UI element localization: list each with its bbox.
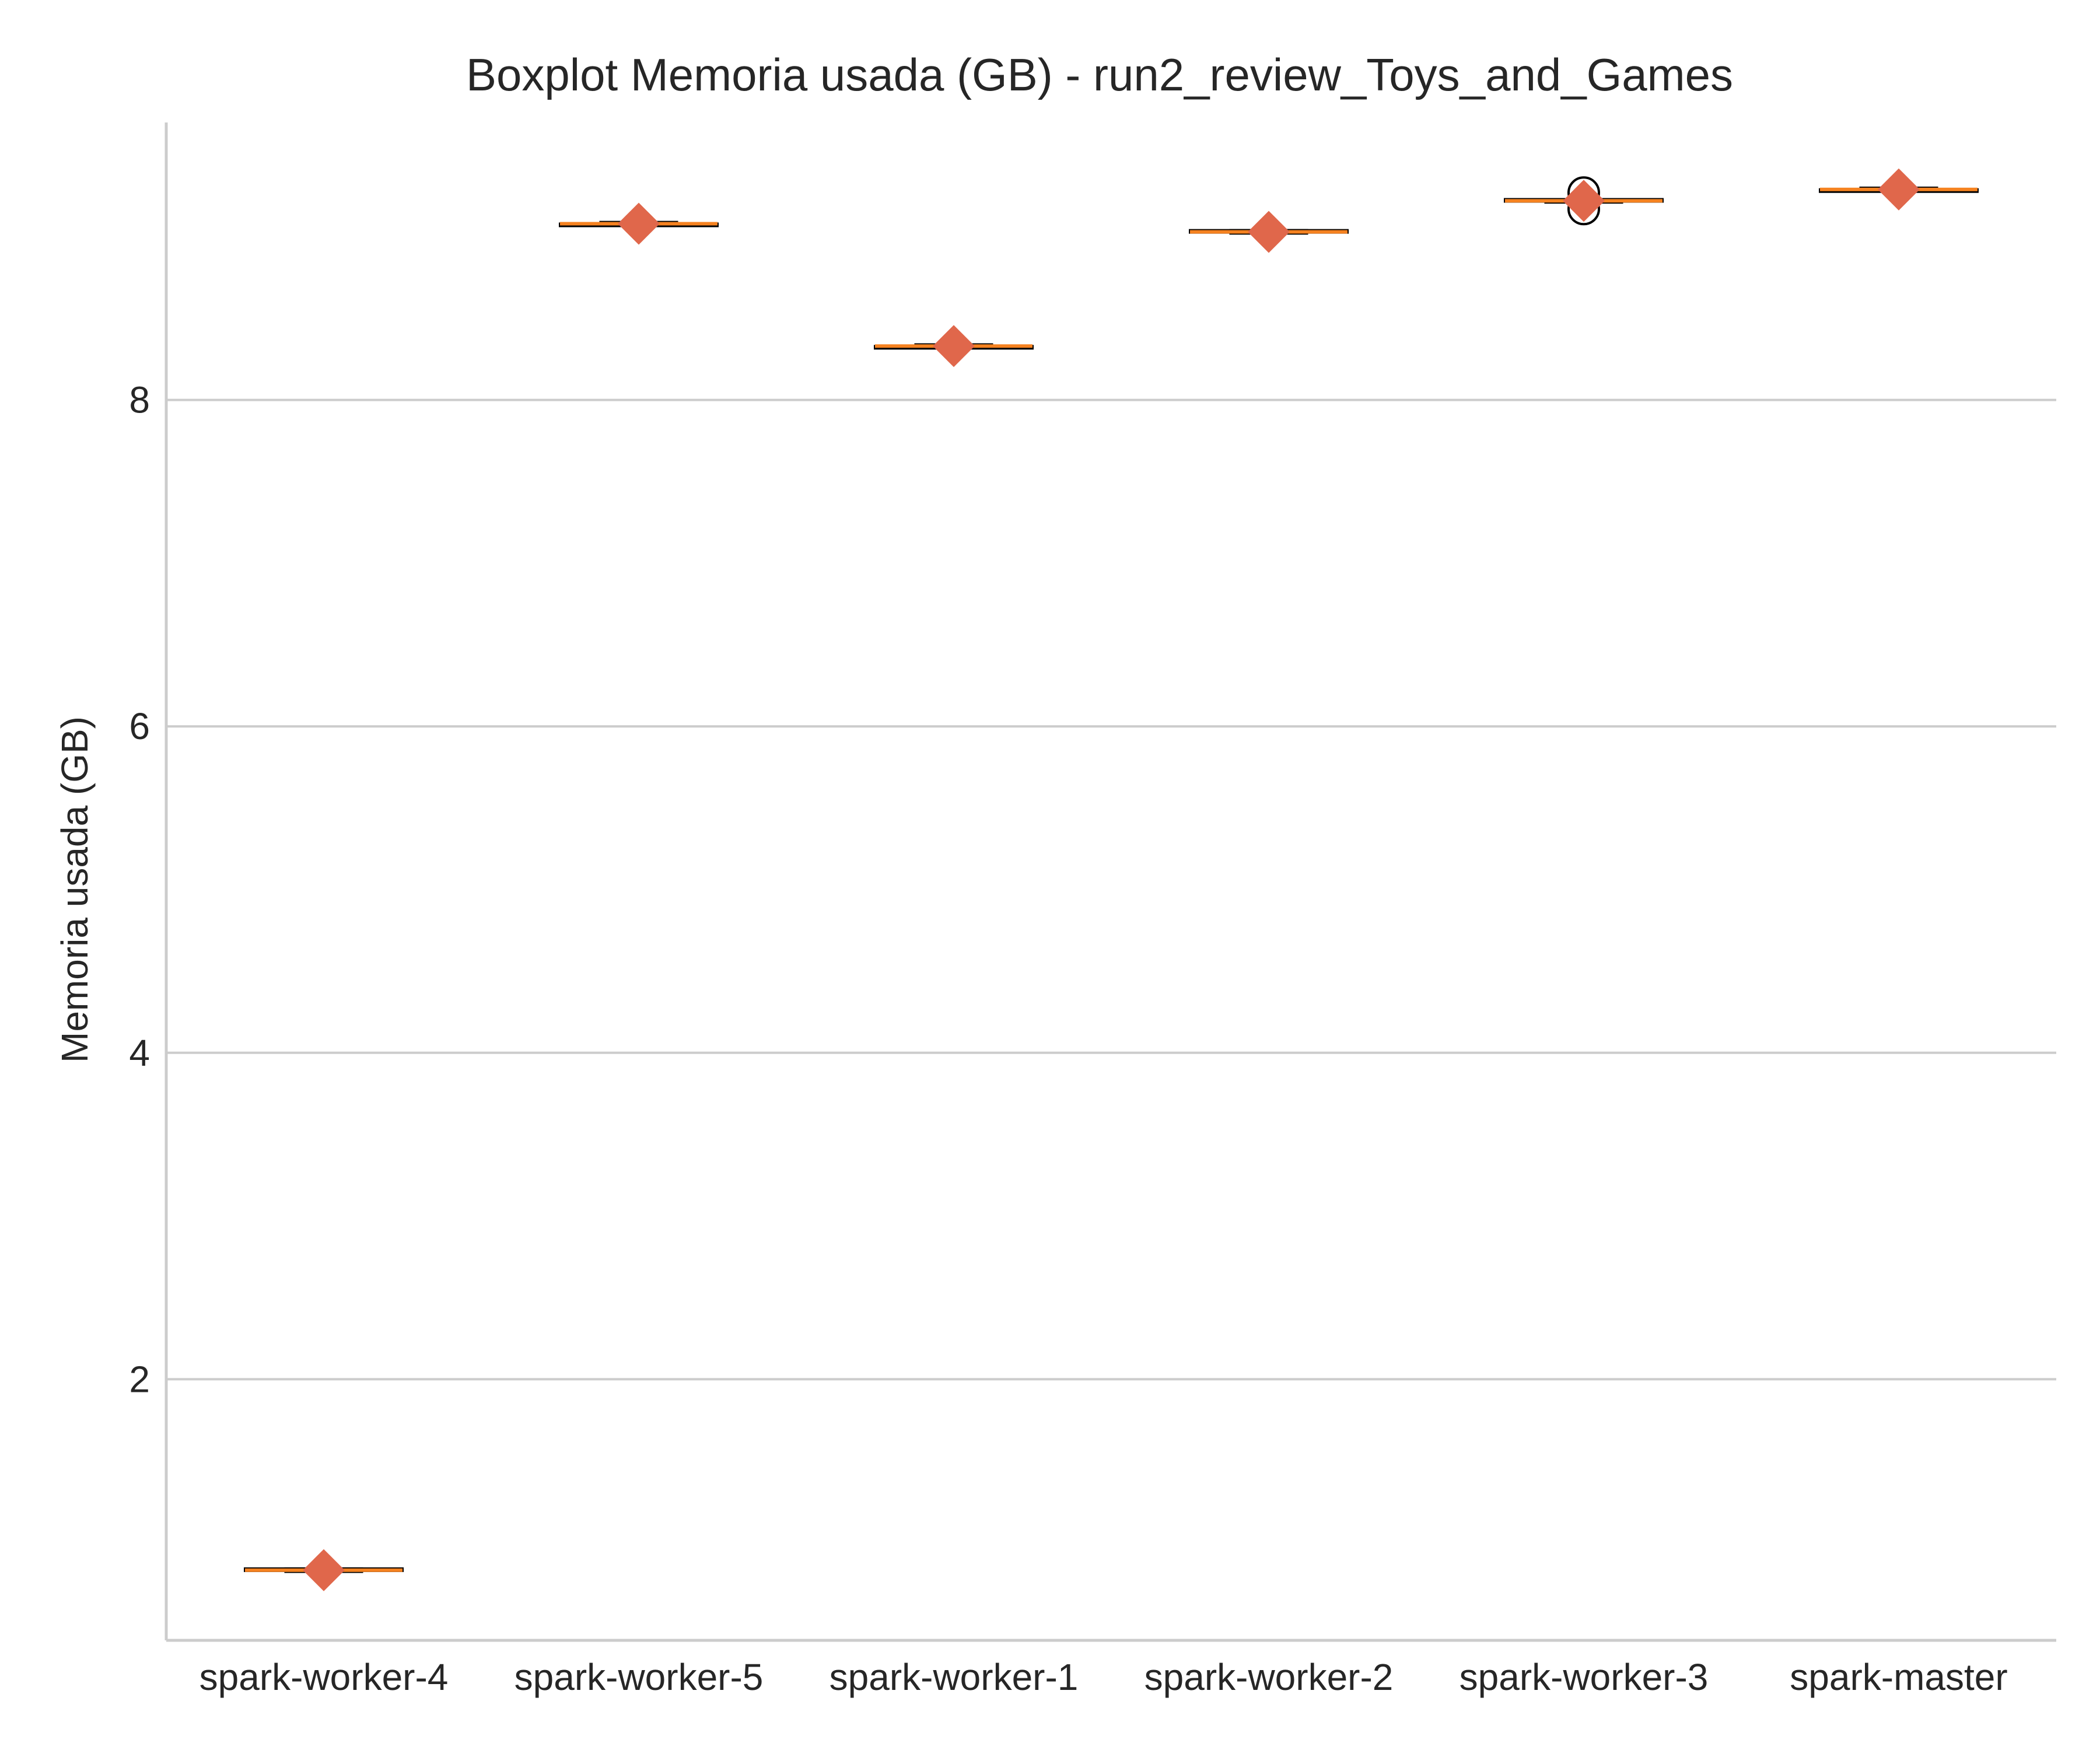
y-tick-label: 8 [129, 379, 150, 421]
box-spark-worker-3 [1504, 176, 1664, 226]
chart-title: Boxplot Memoria usada (GB) - run2_review… [466, 49, 1733, 100]
y-tick-label: 6 [129, 705, 150, 747]
y-tick-label: 2 [129, 1358, 150, 1400]
mean-marker [1248, 211, 1290, 253]
x-tick-label: spark-worker-2 [1144, 1656, 1394, 1698]
x-tick-labels: spark-worker-4 spark-worker-5 spark-worker… [200, 1656, 2008, 1698]
x-tick-label: spark-master [1790, 1656, 2007, 1698]
y-tick-label: 4 [129, 1032, 150, 1074]
x-tick-label: spark-worker-3 [1460, 1656, 1709, 1698]
box-spark-worker-1 [874, 325, 1034, 368]
box-spark-master [1819, 168, 1979, 211]
box-spark-worker-2 [1189, 211, 1349, 253]
x-tick-label: spark-worker-4 [200, 1656, 449, 1698]
boxes [244, 168, 1979, 1591]
y-tick-labels: 2 4 6 8 [129, 379, 150, 1401]
mean-marker [303, 1549, 345, 1591]
mean-marker [933, 325, 975, 368]
grid-lines [166, 398, 2056, 1381]
axes-spines [164, 123, 2056, 1642]
box-spark-worker-4 [244, 1549, 404, 1591]
mean-marker [1563, 180, 1605, 222]
mean-marker [1878, 168, 1920, 211]
x-tick-label: spark-worker-1 [830, 1656, 1079, 1698]
mean-marker [618, 202, 660, 245]
x-tick-label: spark-worker-5 [514, 1656, 764, 1698]
y-axis-label: Memoria usada (GB) [54, 716, 96, 1063]
box-spark-worker-5 [559, 202, 719, 245]
